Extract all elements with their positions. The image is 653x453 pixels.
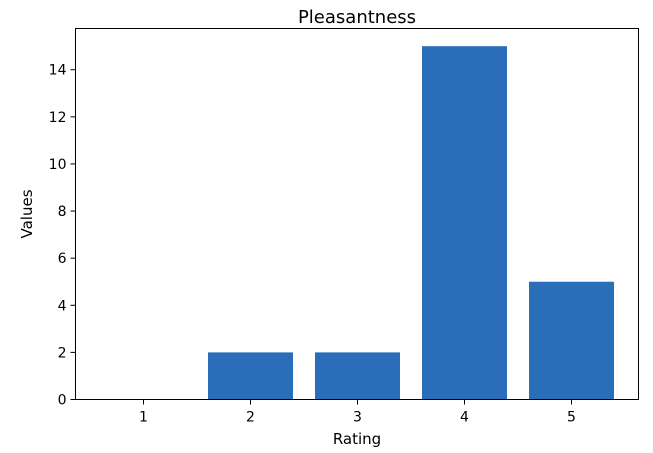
- x-tick-label: 5: [567, 410, 576, 426]
- bar-rating-2: [208, 352, 293, 400]
- y-tick-label: 4: [58, 298, 67, 314]
- x-tick-label: 2: [246, 410, 255, 426]
- y-tick-label: 6: [58, 251, 67, 267]
- bar-rating-5: [529, 281, 614, 400]
- x-tick-label: 3: [353, 410, 362, 426]
- x-axis-label: Rating: [333, 430, 381, 448]
- x-tick-label: 1: [139, 410, 148, 426]
- y-tick-label: 8: [58, 204, 67, 220]
- y-tick-label: 10: [49, 157, 67, 173]
- chart-title: Pleasantness: [298, 7, 416, 28]
- bar-rating-3: [315, 352, 400, 400]
- y-tick-label: 2: [58, 345, 67, 361]
- y-axis: 0 2 4 6 8 10 12 14: [49, 63, 76, 409]
- y-tick-label: 14: [49, 63, 67, 79]
- bar-rating-4: [422, 46, 507, 400]
- bars-group: [208, 46, 614, 400]
- y-tick-label: 0: [58, 393, 67, 409]
- x-axis: 1 2 3 4 5: [139, 399, 576, 426]
- y-axis-label: Values: [18, 189, 36, 238]
- y-tick-label: 12: [49, 110, 67, 126]
- x-tick-label: 4: [460, 410, 469, 426]
